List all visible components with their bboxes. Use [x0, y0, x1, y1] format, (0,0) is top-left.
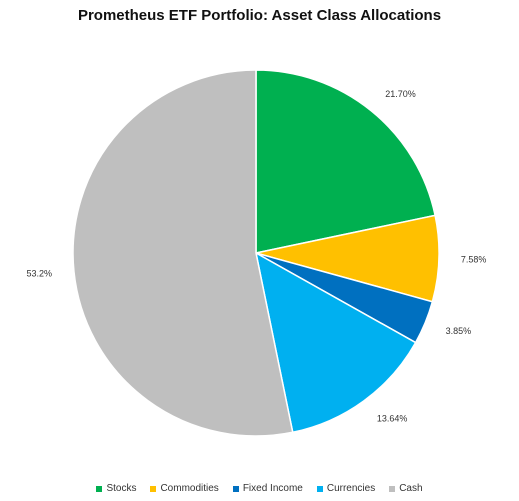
legend-item-stocks: Stocks	[96, 483, 136, 494]
legend-item-fixed-income: Fixed Income	[232, 483, 303, 494]
pie-slice-cash	[72, 69, 294, 437]
legend-item-currencies: Currencies	[316, 483, 376, 494]
pie-slice-stocks	[255, 69, 436, 254]
data-label-commodities: 7.58%	[461, 254, 487, 264]
legend-item-commodities: Commodities	[150, 483, 219, 494]
chart-legend: Stocks Commodities Fixed Income Currenci…	[0, 483, 519, 494]
legend-swatch-cash	[389, 485, 396, 492]
data-label-fixed-income: 3.85%	[446, 326, 472, 336]
data-label-cash: 53.2%	[26, 269, 52, 279]
legend-item-cash: Cash	[389, 483, 423, 494]
chart-title: Prometheus ETF Portfolio: Asset Class Al…	[77, 7, 442, 24]
legend-label-currencies: Currencies	[326, 483, 376, 494]
data-label-currencies: 13.64%	[377, 414, 408, 424]
legend-label-cash: Cash	[399, 483, 423, 494]
data-label-stocks: 21.70%	[385, 89, 416, 99]
legend-label-commodities: Commodities	[160, 483, 219, 494]
legend-swatch-fixed-income	[232, 485, 239, 492]
legend-swatch-currencies	[316, 485, 323, 492]
legend-label-stocks: Stocks	[106, 483, 137, 494]
pie-slice-currencies	[254, 251, 417, 434]
legend-label-fixed-income: Fixed Income	[242, 483, 303, 494]
legend-swatch-stocks	[96, 485, 103, 492]
legend-swatch-commodities	[150, 485, 157, 492]
